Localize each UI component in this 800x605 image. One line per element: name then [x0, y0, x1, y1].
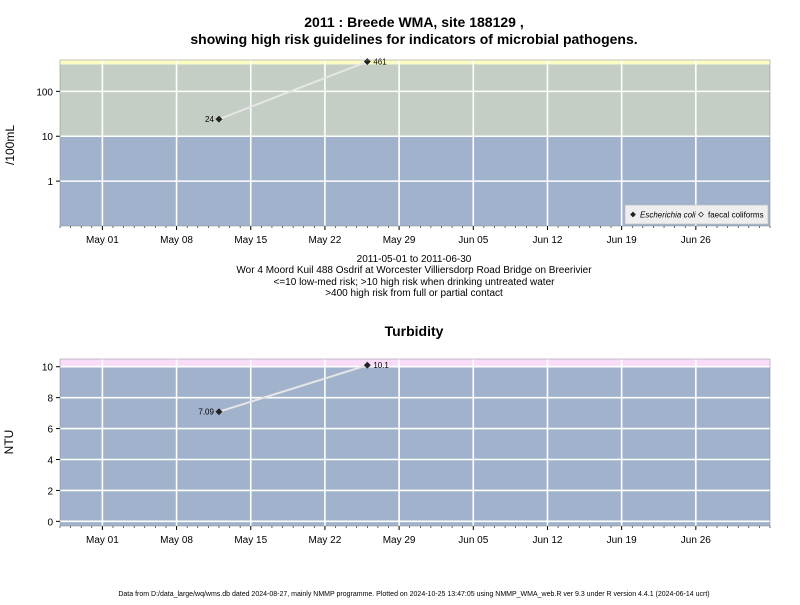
chart-1-subtitle-line4: >400 high risk from full or partial cont… [325, 288, 503, 299]
chart-2-band-1 [60, 359, 770, 367]
chart-1-legend-box [624, 204, 769, 225]
chart-1-legend-marker-0 [630, 211, 636, 218]
chart-1-y-axis-label: /100mL [3, 125, 17, 165]
chart-2-frame [59, 358, 771, 527]
footer-note: Data from D:/data_large/wq/wms.db dated … [118, 591, 709, 598]
chart-2-ytick-label-4: 8 [47, 394, 53, 405]
chart-2-xtick-label-5: Jun 05 [458, 535, 488, 546]
chart-1-data-label-0-1: 461 [373, 58, 387, 67]
chart-2-xtick-label-4: May 29 [383, 535, 416, 546]
chart-2-ytick-label-3: 6 [47, 425, 53, 436]
chart-1-point-0-0 [215, 115, 223, 123]
chart-2-plot-area: May 01 May 08 May 15 May 22 May 29 Jun 05 Jun … [42, 358, 771, 546]
chart-2-point-0-0 [215, 408, 223, 416]
chart-2-xtick-label-3: May 22 [309, 535, 342, 546]
chart-2-xtick-label-2: May 15 [234, 535, 267, 546]
chart-1-legend-label-0: Escherichia coli [640, 211, 696, 220]
chart-2-data-label-0-0: 7.09 [198, 408, 214, 417]
chart-1-band-2 [60, 60, 770, 65]
chart-2-series-0-line [218, 364, 368, 413]
chart-2-band-0 [60, 366, 770, 526]
chart-2-xtick-label-6: Jun 12 [532, 535, 562, 546]
chart-2-ytick-label-0: 0 [47, 517, 53, 528]
chart-2-xtick-label-1: May 08 [160, 535, 193, 546]
chart-1-xtick-label-3: May 22 [309, 235, 342, 246]
chart-1-series-0-line [218, 60, 368, 121]
chart-1-data-label-0-0: 24 [205, 115, 214, 124]
chart-2-y-axis-label: NTU [2, 430, 16, 455]
chart-1-title-line2: showing high risk guidelines for indicat… [190, 31, 637, 47]
chart-2-xtick-label-0: May 01 [86, 535, 119, 546]
chart-2-ytick-label-2: 4 [47, 456, 53, 467]
chart-1-xtick-label-0: May 01 [86, 235, 119, 246]
chart-2-ytick-label-1: 2 [47, 486, 53, 497]
chart-1-ytick-label-1: 10 [42, 132, 54, 143]
chart-1-frame [59, 59, 771, 227]
chart-1-subtitle-line3: <=10 low-med risk; >10 high risk when dr… [274, 277, 556, 288]
chart-1-legend-label-1: faecal coliforms [708, 211, 764, 220]
chart-1-xtick-label-4: May 29 [383, 235, 416, 246]
chart-1-xtick-label-8: Jun 26 [681, 235, 711, 246]
chart-1-xtick-label-5: Jun 05 [458, 235, 488, 246]
chart-2-point-0-1 [363, 361, 371, 369]
chart-2-xtick-label-7: Jun 19 [607, 535, 637, 546]
chart-2-data-label-0-1: 10.1 [373, 361, 389, 370]
chart-2-title: Turbidity [385, 323, 444, 339]
chart-1-ytick-label-0: 1 [47, 177, 53, 188]
chart-2-xtick-label-8: Jun 26 [681, 535, 711, 546]
chart-1-xtick-label-6: Jun 12 [532, 235, 562, 246]
chart-2-ytick-label-5: 10 [42, 363, 54, 374]
chart-1-subtitle-line1: 2011-05-01 to 2011-06-30 [357, 254, 472, 265]
chart-1-band-1 [60, 64, 770, 137]
chart-1-subtitle-line2: Wor 4 Moord Kuil 488 Osdrif at Worcester… [236, 265, 592, 276]
chart-1-plot-area: May 01 May 08 May 15 May 22 May 29 Jun 05 Jun … [36, 58, 771, 246]
chart-1-xtick-label-7: Jun 19 [607, 235, 637, 246]
chart-1-ytick-label-2: 100 [36, 87, 53, 98]
chart-1-title-line1: 2011 : Breede WMA, site 188129 , [304, 14, 523, 30]
chart-1-legend-marker-1 [698, 211, 704, 218]
chart-1-xtick-label-2: May 15 [234, 235, 267, 246]
chart-1-xtick-label-1: May 08 [160, 235, 193, 246]
